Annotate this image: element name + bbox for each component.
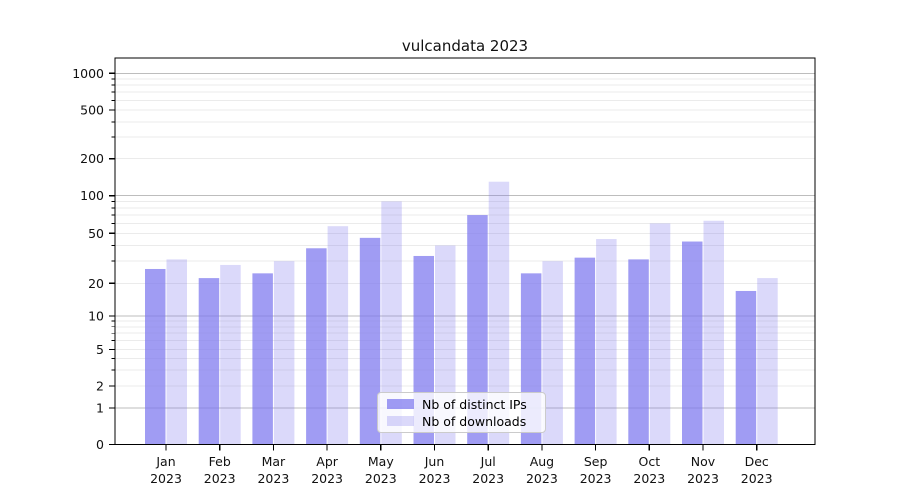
- x-tick-label-year: 2023: [419, 471, 451, 486]
- bar-distinct-ips-feb: [198, 278, 220, 445]
- bar-distinct-ips-dec: [735, 290, 757, 445]
- bar-downloads-feb: [220, 264, 241, 445]
- x-tick-label-month: Sep: [584, 454, 608, 469]
- bar-downloads-dec: [757, 278, 778, 445]
- axes: [109, 57, 816, 451]
- x-tick-label-month: Oct: [638, 454, 660, 469]
- y-tick-label: 1: [96, 401, 104, 416]
- x-tick-label-month: Jun: [424, 454, 445, 469]
- bar-downloads-mar: [273, 261, 295, 445]
- x-tick-label-year: 2023: [472, 471, 504, 486]
- x-tick-label-month: Aug: [530, 454, 554, 469]
- x-tick-label-year: 2023: [580, 471, 612, 486]
- bar-distinct-ips-nov: [682, 241, 703, 445]
- x-tick-label-month: Jul: [480, 454, 496, 469]
- bar-distinct-ips-mar: [252, 273, 273, 445]
- x-tick-label-year: 2023: [204, 471, 236, 486]
- y-tick-label: 200: [80, 151, 104, 166]
- x-tick-label-month: Feb: [209, 454, 231, 469]
- y-tick-label: 1000: [72, 66, 104, 81]
- x-tick-label-month: Dec: [745, 454, 769, 469]
- y-tick-label: 2: [96, 379, 104, 394]
- x-tick-label-year: 2023: [741, 471, 773, 486]
- x-tick-label-month: Mar: [262, 454, 286, 469]
- x-tick-label-year: 2023: [633, 471, 665, 486]
- legend-item-distinct-ips: Nb of distinct IPs: [378, 398, 545, 411]
- y-tick-label: 50: [88, 226, 104, 241]
- bar-downloads-aug: [542, 261, 563, 445]
- legend: Nb of distinct IPs Nb of downloads: [377, 392, 546, 433]
- y-tick-label: 100: [80, 188, 104, 203]
- bar-downloads-apr: [327, 226, 349, 445]
- x-tick-label-month: Jan: [155, 454, 175, 469]
- bar-distinct-ips-jan: [145, 268, 166, 445]
- legend-item-downloads: Nb of downloads: [378, 415, 545, 428]
- bar-downloads-jan: [166, 259, 187, 445]
- bar-distinct-ips-may: [359, 237, 381, 445]
- x-tick-label-year: 2023: [687, 471, 719, 486]
- legend-swatch-downloads: [387, 416, 414, 426]
- legend-label-downloads: Nb of downloads: [422, 413, 527, 429]
- x-tick-label-month: May: [368, 454, 394, 469]
- x-tick-label-month: Nov: [691, 454, 716, 469]
- bar-distinct-ips-oct: [628, 259, 649, 445]
- legend-label-distinct-ips: Nb of distinct IPs: [422, 396, 527, 412]
- bar-downloads-oct: [649, 223, 671, 445]
- x-tick-label-year: 2023: [311, 471, 343, 486]
- x-tick-label-month: Apr: [316, 454, 338, 469]
- chart-title: vulcandata 2023: [402, 37, 528, 55]
- y-tick-label: 0: [96, 437, 104, 452]
- bar-downloads-jul: [488, 181, 510, 445]
- x-tick-label-year: 2023: [365, 471, 397, 486]
- x-tick-label-year: 2023: [257, 471, 289, 486]
- tick-labels: 0 1 2 5 10 20 50 100 200 500 1000 Jan 2023 Feb 2023 Mar…: [72, 66, 772, 486]
- bar-distinct-ips-apr: [306, 248, 327, 445]
- bar-distinct-ips-jul: [467, 215, 488, 445]
- x-tick-label-year: 2023: [526, 471, 558, 486]
- y-tick-label: 20: [88, 276, 104, 291]
- bar-downloads-nov: [703, 220, 724, 445]
- y-tick-label: 10: [88, 309, 104, 324]
- grid-minor: [115, 78, 815, 387]
- plot-border: [114, 57, 816, 446]
- bar-distinct-ips-sep: [574, 257, 596, 445]
- legend-swatch-distinct-ips: [387, 399, 414, 409]
- bar-downloads-sep: [596, 239, 617, 445]
- y-tick-label: 5: [96, 342, 104, 357]
- x-tick-label-year: 2023: [150, 471, 182, 486]
- bar-downloads-may: [381, 201, 402, 445]
- y-tick-label: 500: [80, 103, 104, 118]
